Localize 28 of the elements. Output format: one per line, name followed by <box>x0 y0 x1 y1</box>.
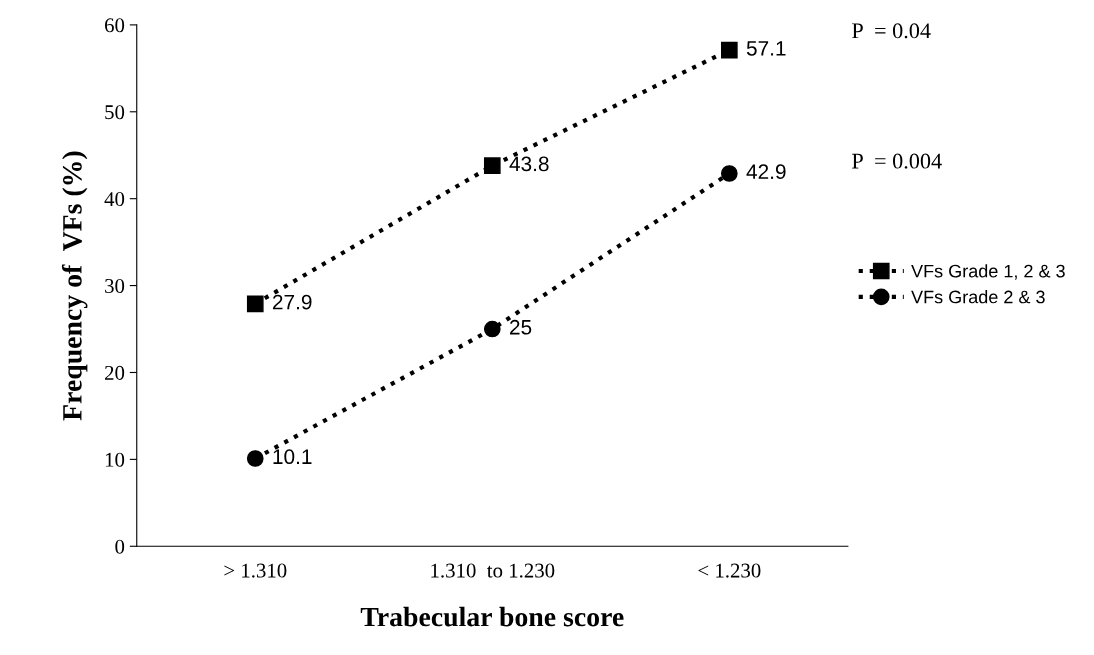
y-axis-title: Frequency of VFs (%) <box>61 151 88 421</box>
y-tick-label: 20 <box>105 365 125 380</box>
y-tick-label: 60 <box>105 18 125 33</box>
point <box>483 320 501 338</box>
data-label: 10.1 <box>273 449 312 465</box>
data-label: 27.9 <box>272 294 312 310</box>
y-tick-label: 0 <box>115 539 125 554</box>
y-tick-label: 10 <box>105 452 125 467</box>
text: P = 0.004 <box>852 153 942 169</box>
y-tick-label: 30 <box>105 278 125 294</box>
data-label: 43.8 <box>509 156 549 172</box>
data-label: 42.9 <box>746 164 786 180</box>
legend-label: VFs Grade 1, 2 & 3 <box>911 264 1065 280</box>
data-label: 25 <box>510 319 532 335</box>
x-tick-label: 1.310 to 1.230 <box>431 563 555 578</box>
point <box>720 165 738 182</box>
legend-label: VFs Grade 2 & 3 <box>911 290 1045 304</box>
x-axis-title: Trabecular bone score <box>360 606 624 627</box>
y-tick-label: 50 <box>105 105 125 120</box>
x-tick-label: > 1.310 <box>224 563 287 578</box>
x-tick-label: < 1.230 <box>698 563 761 578</box>
text: P = 0.04 <box>852 23 931 39</box>
point <box>720 41 738 59</box>
point <box>246 450 264 467</box>
data-label: 57.1 <box>746 41 786 56</box>
point <box>246 295 264 313</box>
point <box>483 157 501 174</box>
y-tick-label: 40 <box>104 192 125 207</box>
